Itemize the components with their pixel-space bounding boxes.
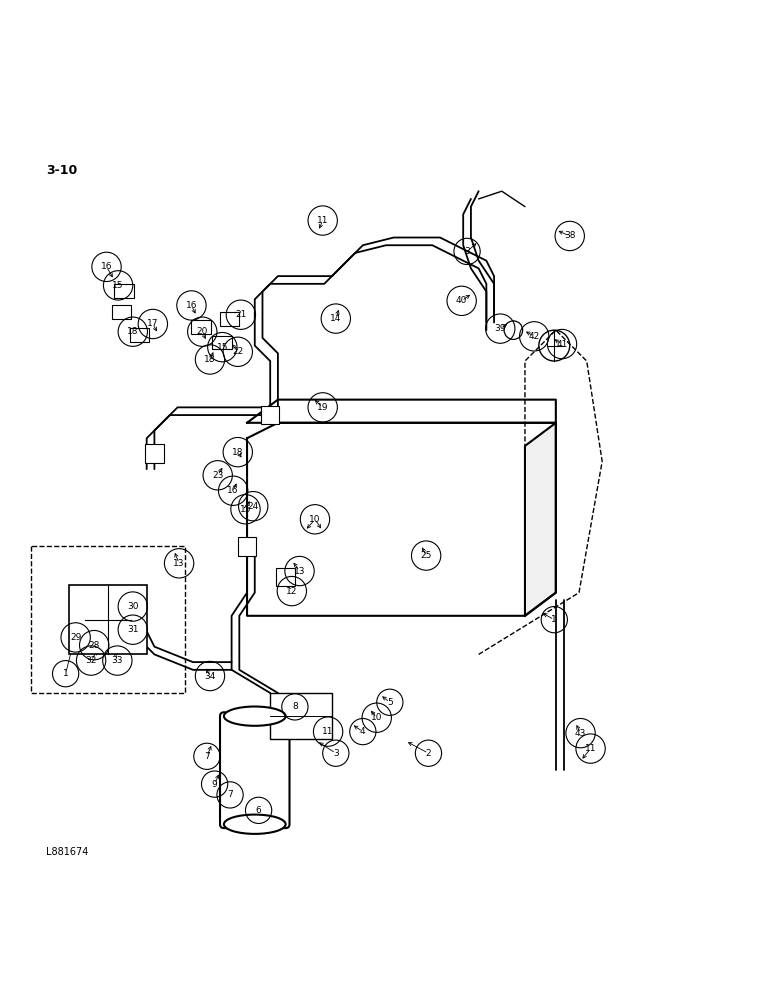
FancyBboxPatch shape	[270, 693, 332, 739]
FancyBboxPatch shape	[145, 444, 164, 463]
Polygon shape	[130, 328, 149, 342]
Text: 6: 6	[256, 806, 262, 815]
FancyBboxPatch shape	[220, 712, 290, 828]
Text: 34: 34	[205, 672, 215, 681]
Text: 2: 2	[425, 749, 432, 758]
FancyBboxPatch shape	[261, 406, 279, 424]
Text: 24: 24	[248, 502, 259, 511]
Text: 15: 15	[113, 281, 124, 290]
Text: 1: 1	[63, 669, 69, 678]
Text: 21: 21	[235, 310, 246, 319]
Polygon shape	[247, 400, 556, 423]
Text: 11: 11	[585, 744, 596, 753]
Text: 11: 11	[323, 727, 334, 736]
Text: 12: 12	[286, 587, 297, 596]
Text: 5: 5	[387, 698, 393, 707]
Polygon shape	[247, 423, 556, 616]
Text: 7: 7	[227, 790, 233, 799]
Text: 3: 3	[464, 247, 470, 256]
FancyBboxPatch shape	[276, 568, 295, 586]
Text: 29: 29	[70, 633, 81, 642]
Text: 31: 31	[127, 625, 138, 634]
Text: 16: 16	[228, 486, 239, 495]
Text: 13: 13	[174, 559, 185, 568]
Text: 23: 23	[212, 471, 223, 480]
Text: 18: 18	[232, 448, 243, 457]
Polygon shape	[112, 305, 131, 319]
Polygon shape	[220, 312, 239, 326]
Text: 4: 4	[360, 727, 366, 736]
Text: 41: 41	[557, 340, 567, 349]
FancyBboxPatch shape	[69, 585, 147, 654]
Text: 17: 17	[147, 319, 158, 328]
Text: 33: 33	[112, 656, 123, 665]
Text: 7: 7	[204, 752, 210, 761]
Text: 11: 11	[317, 216, 328, 225]
Text: 19: 19	[317, 403, 328, 412]
Text: 3: 3	[333, 749, 339, 758]
Polygon shape	[191, 320, 211, 334]
Text: 10: 10	[371, 713, 382, 722]
Text: 42: 42	[529, 332, 540, 341]
Text: 28: 28	[89, 641, 100, 650]
Text: 16: 16	[186, 301, 197, 310]
Text: 18: 18	[205, 355, 215, 364]
Text: 15: 15	[240, 505, 251, 514]
Ellipse shape	[224, 815, 286, 834]
Polygon shape	[212, 336, 232, 349]
Text: 16: 16	[101, 262, 112, 271]
Text: 20: 20	[197, 327, 208, 336]
Text: 10: 10	[310, 515, 320, 524]
Text: 9: 9	[212, 780, 218, 789]
Text: 22: 22	[232, 347, 243, 356]
Text: 13: 13	[294, 567, 305, 576]
Text: 15: 15	[217, 343, 228, 352]
FancyBboxPatch shape	[238, 537, 256, 556]
Text: 30: 30	[127, 602, 138, 611]
Polygon shape	[114, 284, 134, 298]
Text: 18: 18	[127, 327, 138, 336]
Text: 39: 39	[495, 324, 506, 333]
Text: 38: 38	[564, 231, 575, 240]
Text: 25: 25	[421, 551, 432, 560]
Text: L881674: L881674	[46, 847, 89, 857]
Text: 14: 14	[330, 314, 341, 323]
Text: 43: 43	[575, 729, 586, 738]
Polygon shape	[525, 423, 556, 616]
Text: 1: 1	[551, 615, 557, 624]
Ellipse shape	[224, 707, 286, 726]
Text: 8: 8	[292, 702, 298, 711]
Text: 3-10: 3-10	[46, 164, 77, 177]
Text: 40: 40	[456, 296, 467, 305]
Text: 32: 32	[86, 656, 96, 665]
